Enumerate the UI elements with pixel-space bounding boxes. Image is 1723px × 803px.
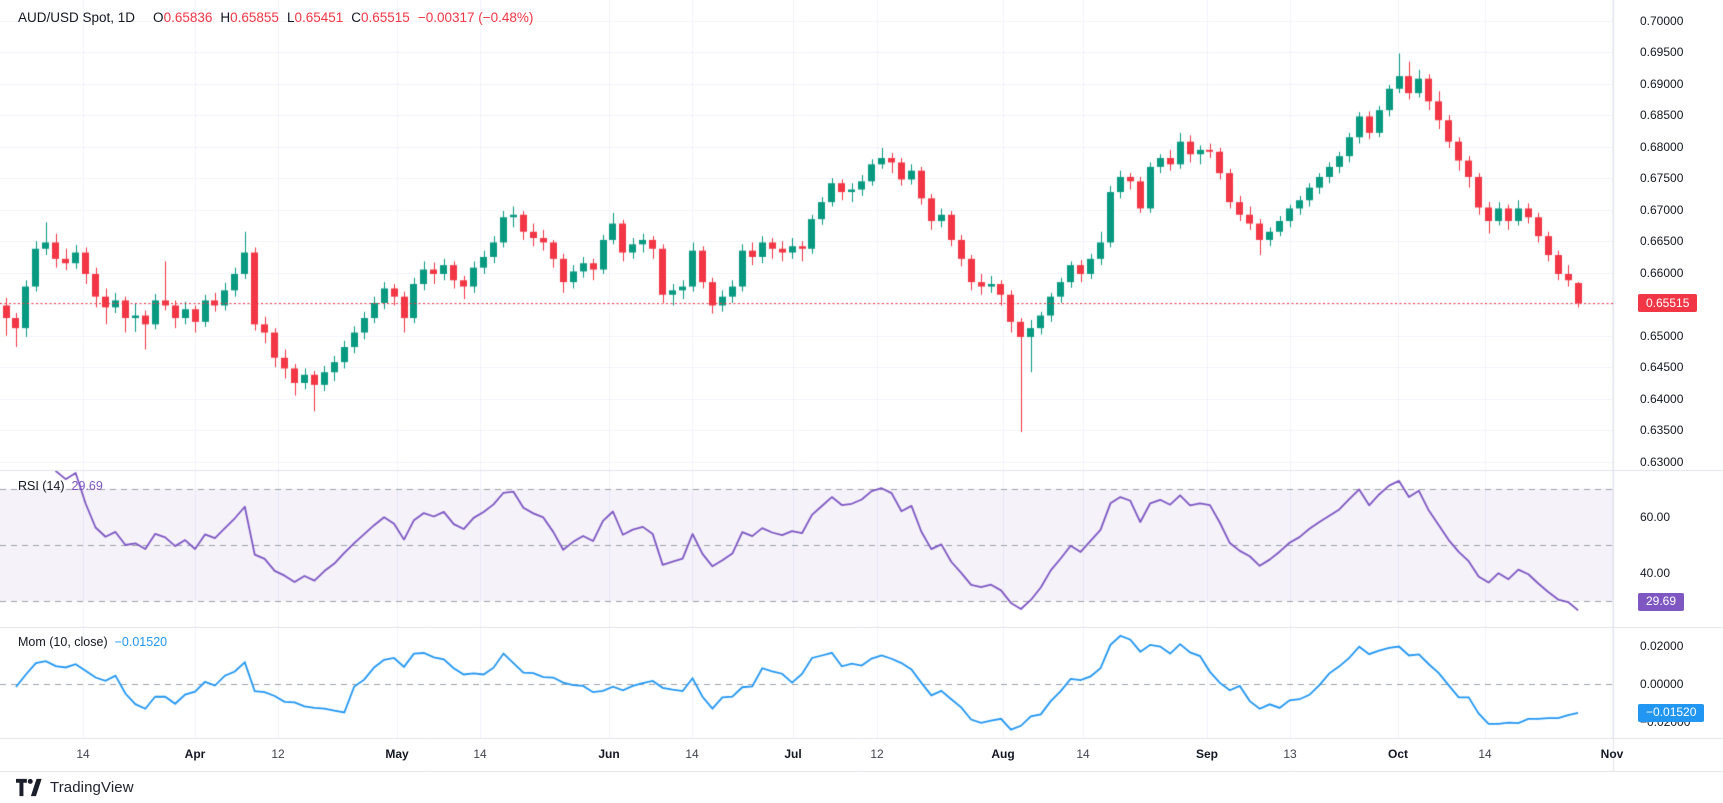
close-label: C: [351, 10, 362, 25]
mom-value: −0.01520: [114, 635, 168, 649]
time-axis-label: 12: [870, 747, 884, 761]
time-axis-label: 14: [76, 747, 90, 761]
time-axis-label: Nov: [1600, 747, 1624, 761]
time-axis-label: 14: [473, 747, 487, 761]
mom-axis-label: 0.02000: [1640, 639, 1684, 653]
time-axis-label: Oct: [1387, 747, 1409, 761]
time-axis-label: 14: [685, 747, 699, 761]
low-value: 0.65451: [294, 10, 344, 25]
time-axis-label: Jul: [784, 747, 802, 761]
time-axis-label: 12: [271, 747, 285, 761]
price-axis-label: 0.68000: [1640, 139, 1684, 154]
price-axis-label: 0.69500: [1640, 45, 1684, 60]
price-axis-label: 0.64500: [1640, 360, 1684, 375]
price-axis-label: 0.70000: [1640, 13, 1684, 28]
high-value: 0.65855: [230, 10, 279, 25]
price-axis-label: 0.67000: [1640, 202, 1684, 217]
mom-title: Mom (10, close): [18, 635, 108, 649]
rsi-axis-label: 40.00: [1640, 566, 1671, 580]
last-price-badge: 0.65515: [1638, 294, 1698, 313]
time-axis-label: Aug: [991, 747, 1015, 761]
time-axis-label: 13: [1283, 747, 1297, 761]
rsi-value: 29.69: [71, 479, 103, 493]
price-axis-label: 0.67500: [1640, 171, 1684, 186]
time-axis-label: 14: [1478, 747, 1492, 761]
price-axis-label: 0.66000: [1640, 265, 1684, 280]
price-axis-label: 0.66500: [1640, 234, 1684, 249]
price-axis-label: 0.64000: [1640, 391, 1684, 406]
time-axis-label: 14: [1076, 747, 1090, 761]
symbol-title: AUD/USD Spot, 1D: [18, 10, 136, 25]
tradingview-wordmark: TradingView: [50, 779, 134, 796]
tradingview-logo-icon: [16, 778, 43, 797]
rsi-value-badge: 29.69: [1638, 592, 1685, 611]
price-axis-label: 0.63000: [1640, 454, 1684, 469]
tradingview-branding[interactable]: TradingView: [16, 778, 134, 797]
low-label: L: [286, 10, 295, 25]
mom-axis-label: 0.00000: [1640, 677, 1684, 691]
price-axis-label: 0.68500: [1640, 108, 1684, 123]
time-axis-label: Jun: [598, 747, 620, 761]
mom-value-badge: −0.01520: [1638, 703, 1705, 722]
change-value: −0.00317 (−0.48%): [417, 10, 534, 25]
rsi-axis-label: 60.00: [1640, 510, 1671, 524]
open-label: O: [153, 10, 164, 25]
price-axis-label: 0.65000: [1640, 328, 1684, 343]
mom-legend[interactable]: Mom (10, close) −0.01520: [18, 635, 167, 649]
price-axis-label: 0.63500: [1640, 423, 1684, 438]
close-value: 0.65515: [361, 10, 410, 25]
open-value: 0.65836: [163, 10, 213, 25]
symbol-legend[interactable]: AUD/USD Spot, 1D O0.65836 H0.65855 L0.65451…: [18, 10, 533, 25]
rsi-title: RSI (14): [18, 479, 65, 493]
price-axis-label: 0.69000: [1640, 76, 1684, 91]
rsi-legend[interactable]: RSI (14) 29.69: [18, 479, 103, 493]
time-axis-label: May: [385, 747, 409, 761]
time-axis-label: Sep: [1195, 747, 1219, 761]
time-axis-label: Apr: [184, 747, 206, 761]
high-label: H: [220, 10, 231, 25]
